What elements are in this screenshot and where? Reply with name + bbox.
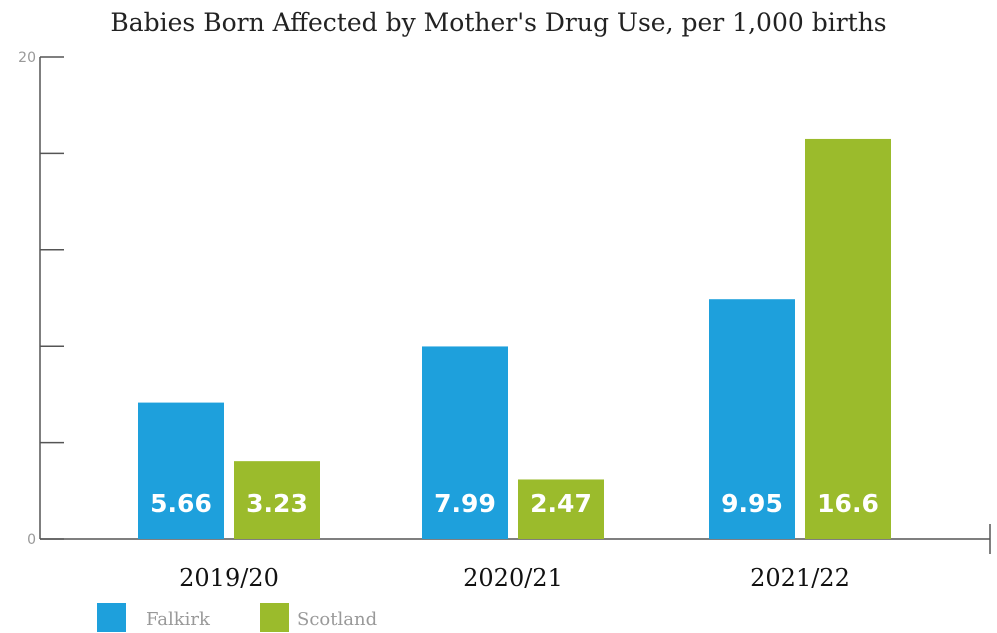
bar-falkirk	[709, 299, 795, 539]
data-label: 7.99	[434, 489, 496, 518]
bar-falkirk	[138, 402, 224, 539]
x-category-label: 2019/20	[179, 564, 279, 592]
data-label: 16.6	[817, 489, 879, 518]
bar-scotland	[234, 461, 320, 539]
data-labels: 5.66 3.23 7.99 2.47 9.95 16.6	[150, 489, 879, 518]
bars	[138, 138, 891, 539]
bar-scotland	[805, 138, 891, 539]
y-tick-label: 20	[18, 50, 36, 66]
x-axis-labels: 2019/20 2020/21 2021/22	[179, 564, 850, 592]
data-label: 3.23	[246, 489, 308, 518]
x-category-label: 2020/21	[463, 564, 563, 592]
legend-label-scotland: Scotland	[297, 609, 377, 630]
data-label: 2.47	[530, 489, 592, 518]
data-label: 5.66	[150, 489, 212, 518]
legend-swatch-falkirk	[97, 603, 126, 632]
y-tick-label: 0	[27, 532, 36, 548]
bar-scotland	[518, 479, 604, 539]
bar-falkirk	[422, 346, 508, 539]
data-label: 9.95	[721, 489, 783, 518]
legend-label-falkirk: Falkirk	[146, 609, 211, 630]
x-category-label: 2021/22	[750, 564, 850, 592]
legend: Falkirk Scotland	[97, 603, 377, 632]
chart-title: Babies Born Affected by Mother's Drug Us…	[110, 8, 887, 37]
legend-swatch-scotland	[260, 603, 289, 632]
